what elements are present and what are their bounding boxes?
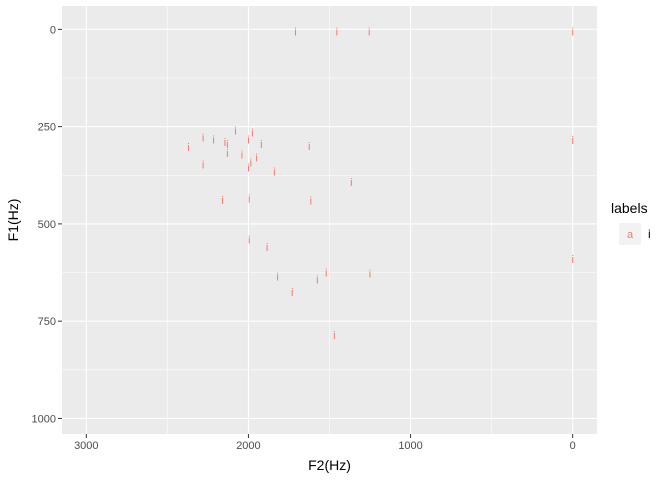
data-point: i (234, 126, 236, 138)
data-point: i (202, 133, 204, 145)
major-grid (62, 6, 597, 434)
data-point: i (202, 160, 204, 172)
data-point: i (368, 26, 370, 38)
data-point: i (325, 268, 327, 280)
y-tick-label: 1000 (32, 413, 56, 425)
data-point: i (248, 234, 250, 246)
x-tick-label: 1000 (398, 440, 422, 452)
data-point: i (266, 242, 268, 254)
data-point: i (250, 157, 252, 169)
data-point: i (350, 177, 352, 189)
data-point: i (571, 254, 573, 266)
legend-entry-label: i (648, 227, 651, 241)
data-point: i (247, 134, 249, 146)
data-point: i (187, 142, 189, 154)
legend-title: labels (611, 200, 648, 216)
y-tick-label: 0 (50, 24, 56, 36)
legend-key-box (619, 223, 641, 245)
data-point: i (260, 139, 262, 151)
data-point: i (226, 139, 228, 151)
data-point: i (316, 275, 318, 287)
data-point: i (241, 150, 243, 162)
y-axis: 0 250 500 750 1000 (32, 24, 62, 425)
y-axis-title: F1(Hz) (5, 199, 21, 242)
data-point: i (294, 26, 296, 38)
data-point: i (212, 134, 214, 146)
minor-grid (62, 6, 597, 434)
data-point: i (333, 330, 335, 342)
legend: labels a i (611, 200, 651, 245)
data-point: i (369, 269, 371, 281)
data-point: i (247, 162, 249, 174)
data-point: i (336, 26, 338, 38)
data-point: i (291, 287, 293, 299)
x-axis: 3000 2000 1000 0 (74, 434, 576, 452)
data-point: i (221, 195, 223, 207)
data-point: i (308, 141, 310, 153)
x-tick-label: 2000 (236, 440, 260, 452)
data-point: i (310, 196, 312, 208)
y-tick-label: 750 (38, 316, 56, 328)
y-tick-label: 250 (38, 122, 56, 134)
data-point: i (255, 153, 257, 165)
data-point: i (251, 127, 253, 139)
x-axis-title: F2(Hz) (308, 457, 351, 473)
x-tick-label: 3000 (74, 440, 98, 452)
data-point: i (571, 135, 573, 147)
data-point: i (224, 137, 226, 149)
data-point: i (571, 26, 573, 38)
data-point: i (273, 166, 275, 178)
legend-key-glyph: a (627, 229, 634, 241)
y-tick-label: 500 (38, 219, 56, 231)
data-point: i (276, 271, 278, 283)
data-point: i (248, 194, 250, 206)
data-point: i (226, 148, 228, 160)
x-tick-label: 0 (570, 440, 576, 452)
